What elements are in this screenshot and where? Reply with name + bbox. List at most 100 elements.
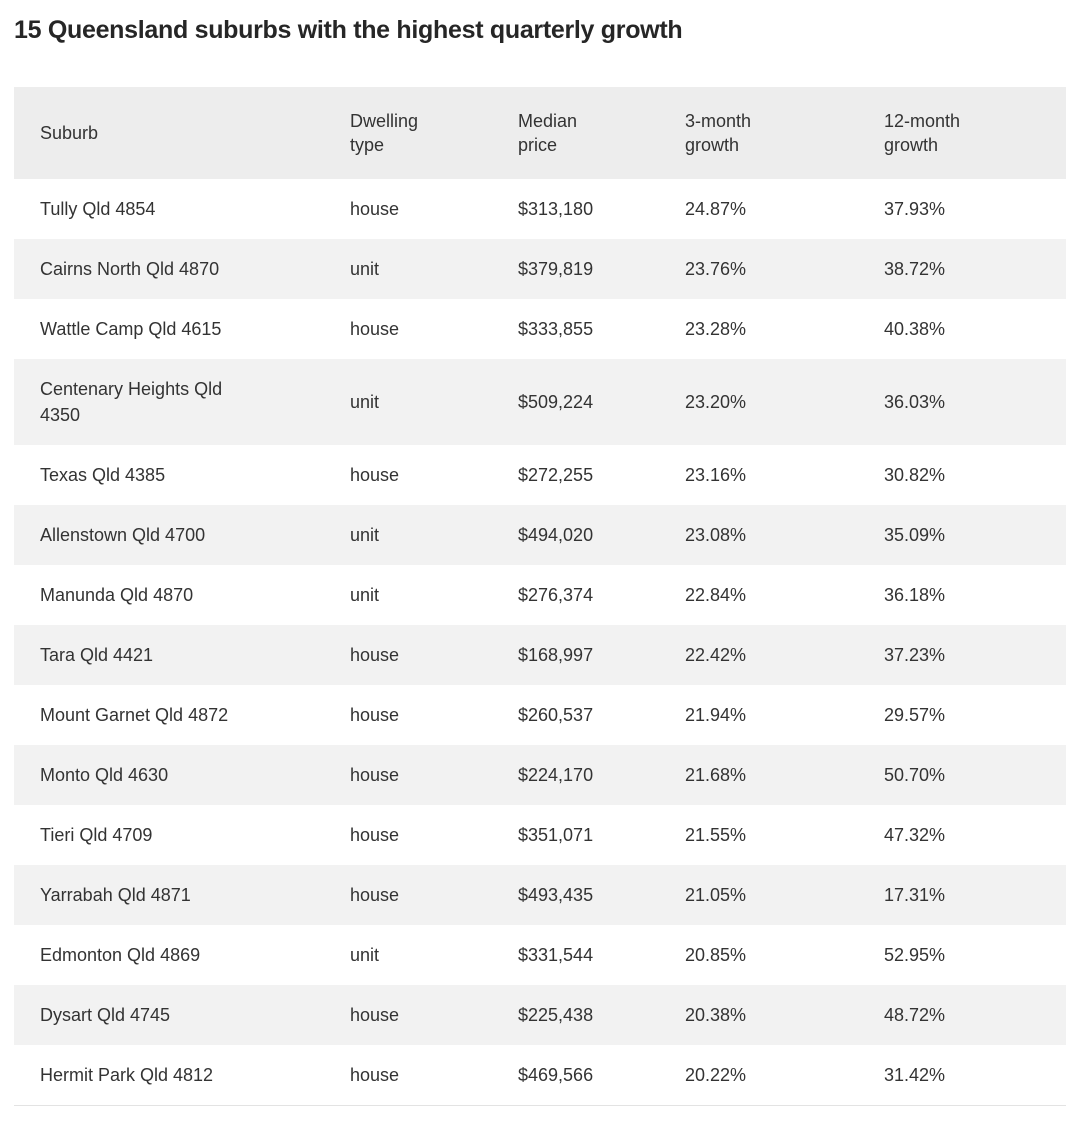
- median-price-cell: $168,997: [518, 625, 685, 685]
- twelve-month-growth-cell: 31.42%: [884, 1045, 1066, 1106]
- table-row: Hermit Park Qld 4812 house $469,566 20.22% 3…: [14, 1045, 1066, 1106]
- suburb-cell: Monto Qld 4630: [14, 745, 350, 805]
- suburb-cell: Wattle Camp Qld 4615: [14, 299, 350, 359]
- twelve-month-growth-cell: 35.09%: [884, 505, 1066, 565]
- twelve-month-growth-cell: 48.72%: [884, 985, 1066, 1045]
- table-row: Allenstown Qld 4700 unit $494,020 23.08% 35.…: [14, 505, 1066, 565]
- three-month-growth-cell: 21.94%: [685, 685, 884, 745]
- column-header-dwelling-type-label: Dwelling type: [350, 111, 419, 155]
- dwelling-type-cell: unit: [350, 359, 518, 445]
- twelve-month-growth-cell: 37.93%: [884, 179, 1066, 239]
- column-header-median-price-label: Median price: [518, 111, 578, 155]
- table-row: Tully Qld 4854 house $313,180 24.87% 37.93%: [14, 179, 1066, 239]
- dwelling-type-cell: house: [350, 865, 518, 925]
- column-header-three-month-growth: 3-month growth: [685, 87, 884, 179]
- column-header-suburb: Suburb: [14, 87, 350, 179]
- dwelling-type-cell: house: [350, 299, 518, 359]
- column-header-suburb-label: Suburb: [40, 123, 99, 143]
- twelve-month-growth-cell: 29.57%: [884, 685, 1066, 745]
- median-price-cell: $313,180: [518, 179, 685, 239]
- suburb-cell: Hermit Park Qld 4812: [14, 1045, 350, 1106]
- median-price-cell: $379,819: [518, 239, 685, 299]
- three-month-growth-cell: 23.16%: [685, 445, 884, 505]
- three-month-growth-cell: 23.08%: [685, 505, 884, 565]
- dwelling-type-cell: house: [350, 445, 518, 505]
- dwelling-type-cell: house: [350, 685, 518, 745]
- table-row: Monto Qld 4630 house $224,170 21.68% 50.70%: [14, 745, 1066, 805]
- three-month-growth-cell: 22.84%: [685, 565, 884, 625]
- median-price-cell: $494,020: [518, 505, 685, 565]
- twelve-month-growth-cell: 52.95%: [884, 925, 1066, 985]
- twelve-month-growth-cell: 47.32%: [884, 805, 1066, 865]
- median-price-cell: $276,374: [518, 565, 685, 625]
- median-price-cell: $469,566: [518, 1045, 685, 1106]
- suburb-cell: Tara Qld 4421: [14, 625, 350, 685]
- table-row: Mount Garnet Qld 4872 house $260,537 21.94%…: [14, 685, 1066, 745]
- dwelling-type-cell: unit: [350, 565, 518, 625]
- table-header-row: Suburb Dwelling type Median price 3-mont…: [14, 87, 1066, 179]
- column-header-twelve-month-growth: 12-month growth: [884, 87, 1066, 179]
- three-month-growth-cell: 20.22%: [685, 1045, 884, 1106]
- table-body: Tully Qld 4854 house $313,180 24.87% 37.93% C…: [14, 179, 1066, 1106]
- three-month-growth-cell: 23.20%: [685, 359, 884, 445]
- twelve-month-growth-cell: 40.38%: [884, 299, 1066, 359]
- median-price-cell: $224,170: [518, 745, 685, 805]
- table-row: Dysart Qld 4745 house $225,438 20.38% 48.72%: [14, 985, 1066, 1045]
- column-header-dwelling-type: Dwelling type: [350, 87, 518, 179]
- table-row: Manunda Qld 4870 unit $276,374 22.84% 36.18%: [14, 565, 1066, 625]
- twelve-month-growth-cell: 36.18%: [884, 565, 1066, 625]
- table-row: Tieri Qld 4709 house $351,071 21.55% 47.32%: [14, 805, 1066, 865]
- suburb-cell: Dysart Qld 4745: [14, 985, 350, 1045]
- suburb-cell: Cairns North Qld 4870: [14, 239, 350, 299]
- table-row: Edmonton Qld 4869 unit $331,544 20.85% 52.95…: [14, 925, 1066, 985]
- column-header-three-month-growth-label: 3-month growth: [685, 111, 752, 155]
- median-price-cell: $225,438: [518, 985, 685, 1045]
- three-month-growth-cell: 21.68%: [685, 745, 884, 805]
- page-title: 15 Queensland suburbs with the highest q…: [14, 16, 683, 44]
- suburb-growth-table: Suburb Dwelling type Median price 3-mont…: [14, 87, 1066, 1106]
- twelve-month-growth-cell: 36.03%: [884, 359, 1066, 445]
- three-month-growth-cell: 21.55%: [685, 805, 884, 865]
- median-price-cell: $351,071: [518, 805, 685, 865]
- dwelling-type-cell: unit: [350, 925, 518, 985]
- table-row: Texas Qld 4385 house $272,255 23.16% 30.82%: [14, 445, 1066, 505]
- dwelling-type-cell: unit: [350, 239, 518, 299]
- table-row: Cairns North Qld 4870 unit $379,819 23.76% 3…: [14, 239, 1066, 299]
- twelve-month-growth-cell: 38.72%: [884, 239, 1066, 299]
- twelve-month-growth-cell: 37.23%: [884, 625, 1066, 685]
- three-month-growth-cell: 22.42%: [685, 625, 884, 685]
- twelve-month-growth-cell: 30.82%: [884, 445, 1066, 505]
- twelve-month-growth-cell: 50.70%: [884, 745, 1066, 805]
- dwelling-type-cell: house: [350, 1045, 518, 1106]
- table-row: Yarrabah Qld 4871 house $493,435 21.05% 17.3…: [14, 865, 1066, 925]
- suburb-cell: Mount Garnet Qld 4872: [14, 685, 350, 745]
- table-header: Suburb Dwelling type Median price 3-mont…: [14, 87, 1066, 179]
- dwelling-type-cell: house: [350, 805, 518, 865]
- three-month-growth-cell: 20.38%: [685, 985, 884, 1045]
- table-row: Wattle Camp Qld 4615 house $333,855 23.28% 4…: [14, 299, 1066, 359]
- suburb-cell: Edmonton Qld 4869: [14, 925, 350, 985]
- three-month-growth-cell: 24.87%: [685, 179, 884, 239]
- median-price-cell: $333,855: [518, 299, 685, 359]
- median-price-cell: $493,435: [518, 865, 685, 925]
- twelve-month-growth-cell: 17.31%: [884, 865, 1066, 925]
- suburb-cell: Manunda Qld 4870: [14, 565, 350, 625]
- three-month-growth-cell: 23.28%: [685, 299, 884, 359]
- suburb-cell: Allenstown Qld 4700: [14, 505, 350, 565]
- median-price-cell: $260,537: [518, 685, 685, 745]
- three-month-growth-cell: 21.05%: [685, 865, 884, 925]
- dwelling-type-cell: house: [350, 179, 518, 239]
- dwelling-type-cell: unit: [350, 505, 518, 565]
- suburb-cell: Centenary Heights Qld 4350: [14, 359, 350, 445]
- median-price-cell: $272,255: [518, 445, 685, 505]
- suburb-cell: Yarrabah Qld 4871: [14, 865, 350, 925]
- dwelling-type-cell: house: [350, 745, 518, 805]
- suburb-cell: Texas Qld 4385: [14, 445, 350, 505]
- median-price-cell: $331,544: [518, 925, 685, 985]
- dwelling-type-cell: house: [350, 625, 518, 685]
- three-month-growth-cell: 20.85%: [685, 925, 884, 985]
- three-month-growth-cell: 23.76%: [685, 239, 884, 299]
- column-header-twelve-month-growth-label: 12-month growth: [884, 111, 961, 155]
- median-price-cell: $509,224: [518, 359, 685, 445]
